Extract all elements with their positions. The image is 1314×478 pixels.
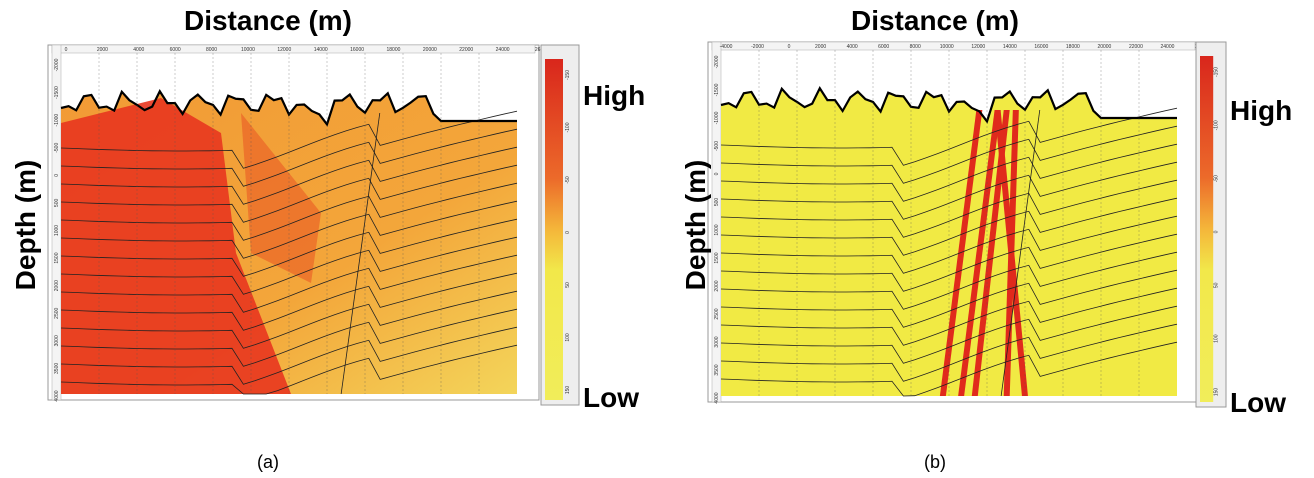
x-tick-label: 260	[535, 47, 544, 53]
x-tick-label: 16000	[1034, 44, 1048, 50]
panel: 0 2000 4000 6000 8000 10000 12000 14000 16000 180…	[10, 5, 645, 472]
fault-line	[340, 112, 381, 395]
y-tick-label: -500	[54, 143, 60, 153]
y-tick-label: 3000	[54, 335, 60, 346]
colorbar-tick-label: -100	[565, 122, 571, 132]
x-tick-label: 18000	[387, 47, 401, 53]
y-tick-label: 3500	[54, 363, 60, 374]
colorbar-tick-label: 0	[1214, 230, 1220, 233]
x-tick-label: 8000	[910, 44, 921, 50]
high-streak	[958, 110, 1001, 396]
x-tick-label: 24000	[1161, 44, 1175, 50]
x-tick-label: 4000	[133, 47, 144, 53]
colorbar	[1200, 56, 1214, 402]
x-tick-label: 8000	[206, 47, 217, 53]
colorbar-tick-label: 100	[1214, 334, 1220, 343]
y-tick-label: -1000	[714, 111, 720, 124]
y-tick-label: 1500	[54, 252, 60, 263]
panel: -4000 -2000 0 2000 4000 6000 8000 10000 12000 140…	[680, 5, 1292, 472]
colorbar-low: Low	[583, 382, 639, 413]
x-tick-label: 2000	[97, 47, 108, 53]
colorbar-tick-label: 50	[565, 282, 571, 288]
y-tick-label: 3000	[714, 336, 720, 347]
high-streak	[939, 110, 983, 396]
x-tick-label: 24000	[496, 47, 510, 53]
colorbar-tick-label: 150	[1214, 388, 1220, 397]
x-tick-label: 0	[788, 44, 791, 50]
colorbar-tick-label: 150	[565, 386, 571, 395]
y-tick-label: 3500	[714, 364, 720, 375]
x-tick-label: 22000	[1129, 44, 1143, 50]
y-tick-label: 500	[714, 198, 720, 207]
panel-title: Distance (m)	[184, 5, 352, 36]
caption: (b)	[924, 452, 946, 472]
colorbar-high: High	[1230, 95, 1292, 126]
y-tick-label: -2000	[54, 58, 60, 71]
colorbar-tick-label: -50	[565, 176, 571, 183]
x-tick-label: 6000	[170, 47, 181, 53]
y-tick-label: 4000	[714, 392, 720, 403]
x-tick-label: 0	[65, 47, 68, 53]
colorbar-tick-label: 100	[565, 333, 571, 342]
x-tick-label: 4000	[847, 44, 858, 50]
y-tick-label: 2500	[54, 307, 60, 318]
colorbar-tick-label: -50	[1214, 175, 1220, 182]
x-tick-label: 20000	[423, 47, 437, 53]
x-tick-label: -2000	[751, 44, 764, 50]
colorbar	[545, 59, 563, 400]
y-tick-label: 500	[54, 199, 60, 208]
y-tick-label: 1000	[714, 224, 720, 235]
x-tick-label: 10000	[940, 44, 954, 50]
colorbar-tick-label: 50	[1214, 282, 1220, 288]
y-tick-label: 2000	[54, 280, 60, 291]
y-tick-label: -1500	[714, 83, 720, 96]
colorbar-tick-label: -100	[1214, 120, 1220, 130]
y-tick-label: -2000	[714, 55, 720, 68]
fault-line	[1000, 109, 1041, 397]
y-tick-label: 2000	[714, 280, 720, 291]
x-tick-label: 14000	[314, 47, 328, 53]
x-tick-label: 10000	[241, 47, 255, 53]
y-tick-label: 0	[714, 172, 720, 175]
y-tick-label: 2500	[714, 308, 720, 319]
depth-label: Depth (m)	[680, 160, 711, 291]
high-streak	[971, 110, 1010, 396]
x-tick-label: 18000	[1066, 44, 1080, 50]
y-tick-label: 1000	[54, 225, 60, 236]
x-tick-label: 16000	[350, 47, 364, 53]
y-tick-label: 4000	[54, 390, 60, 401]
x-tick-label: 22000	[459, 47, 473, 53]
x-tick-label: 20000	[1097, 44, 1111, 50]
high-zone	[241, 113, 321, 283]
colorbar-tick-label: -150	[1214, 67, 1220, 77]
x-tick-label: 14000	[1003, 44, 1017, 50]
high-streak	[994, 110, 1028, 396]
x-tick-label: 2000	[815, 44, 826, 50]
x-tick-label: 12000	[971, 44, 985, 50]
depth-label: Depth (m)	[10, 160, 41, 291]
y-tick-label: 0	[54, 174, 60, 177]
colorbar-tick-label: -150	[565, 70, 571, 80]
y-tick-label: 1500	[714, 252, 720, 263]
y-tick-label: -500	[714, 141, 720, 151]
panel-title: Distance (m)	[851, 5, 1019, 36]
high-zone	[61, 98, 291, 394]
colorbar-tick-label: 0	[565, 231, 571, 234]
y-tick-label: -1000	[54, 114, 60, 127]
colorbar-high: High	[583, 80, 645, 111]
x-tick-label: -4000	[720, 44, 733, 50]
colorbar-low: Low	[1230, 387, 1286, 418]
x-tick-label: 12000	[277, 47, 291, 53]
caption: (a)	[257, 452, 279, 472]
y-tick-label: -1500	[54, 86, 60, 99]
x-tick-label: 6000	[878, 44, 889, 50]
